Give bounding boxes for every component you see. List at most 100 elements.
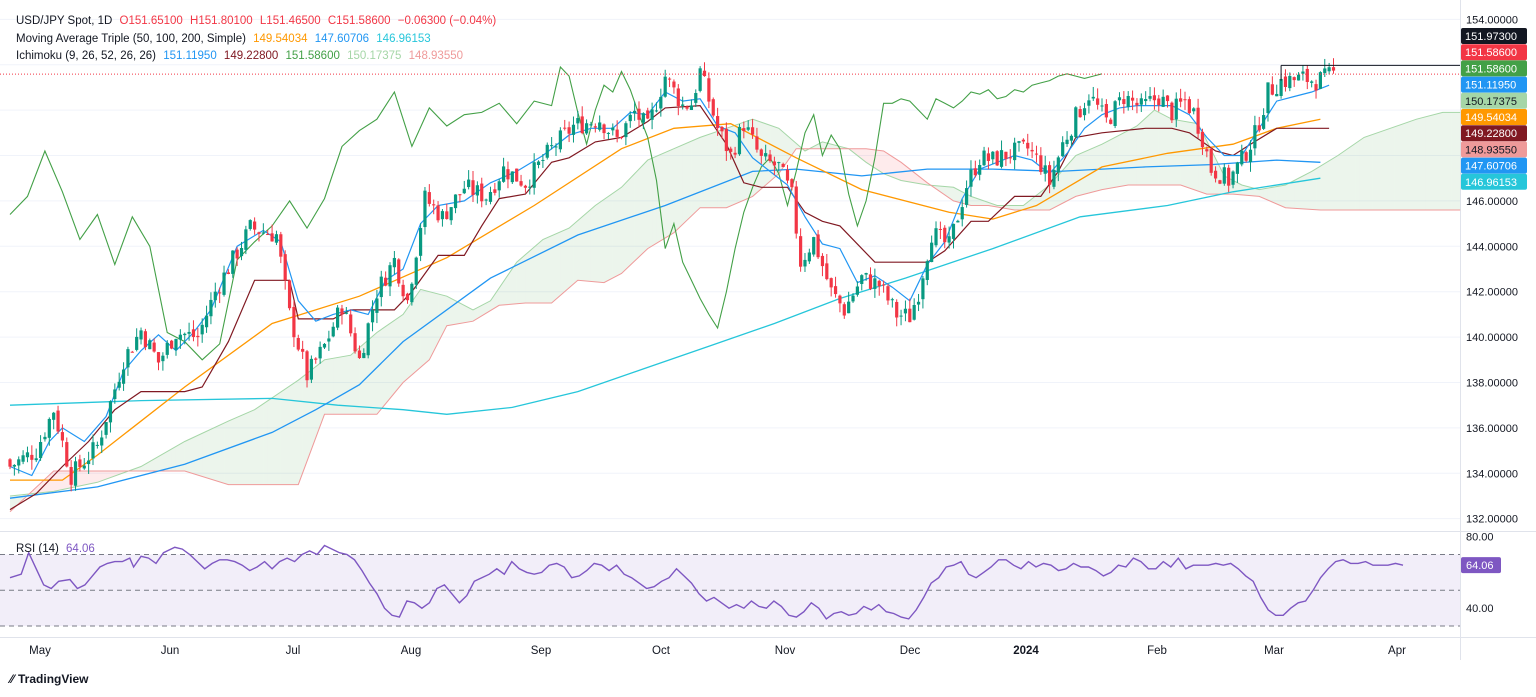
candle[interactable] — [73, 456, 78, 491]
candle[interactable] — [78, 454, 82, 472]
candle[interactable] — [375, 289, 379, 324]
candle[interactable] — [1227, 164, 1231, 193]
candle[interactable] — [598, 115, 602, 132]
candle[interactable] — [1130, 90, 1135, 111]
candle[interactable] — [536, 160, 541, 169]
candle[interactable] — [1026, 133, 1030, 156]
candle[interactable] — [331, 322, 335, 338]
candle[interactable] — [497, 178, 501, 198]
candle[interactable] — [126, 346, 130, 376]
candle[interactable] — [266, 230, 270, 236]
candle[interactable] — [847, 291, 851, 314]
price-tag[interactable]: 151.58600 — [1461, 60, 1527, 77]
candle[interactable] — [571, 116, 576, 143]
candle[interactable] — [257, 231, 261, 242]
candle[interactable] — [1161, 89, 1165, 108]
candle[interactable] — [1065, 131, 1069, 147]
candle[interactable] — [270, 224, 274, 242]
candle[interactable] — [100, 430, 104, 454]
candle[interactable] — [1117, 92, 1122, 106]
candle[interactable] — [309, 355, 313, 384]
candle[interactable] — [803, 253, 807, 272]
candle[interactable] — [1179, 88, 1183, 108]
tradingview-logo[interactable]: ⁄⁄ TradingView — [10, 672, 88, 686]
candle[interactable] — [1039, 147, 1043, 175]
ichimoku-legend[interactable]: Ichimoku (9, 26, 52, 26, 26) 151.11950 1… — [16, 50, 467, 62]
candle[interactable] — [746, 120, 750, 132]
candle[interactable] — [733, 146, 737, 159]
candle[interactable] — [1148, 87, 1152, 102]
candle[interactable] — [21, 450, 25, 465]
candle[interactable] — [121, 362, 126, 391]
price-tag[interactable]: 149.22800 — [1461, 125, 1527, 142]
candle[interactable] — [1091, 86, 1095, 102]
candle[interactable] — [650, 102, 654, 130]
candle[interactable] — [1074, 106, 1078, 139]
candle[interactable] — [1292, 76, 1296, 87]
candle[interactable] — [152, 338, 156, 353]
candle[interactable] — [462, 180, 466, 195]
candle[interactable] — [410, 282, 414, 306]
candle[interactable] — [292, 300, 296, 348]
candle[interactable] — [545, 142, 549, 160]
candle[interactable] — [1139, 93, 1143, 113]
candle[interactable] — [191, 320, 196, 342]
candle[interactable] — [480, 177, 484, 208]
candle[interactable] — [659, 88, 663, 117]
candle[interactable] — [558, 127, 562, 153]
candle[interactable] — [934, 221, 938, 248]
candle[interactable] — [113, 383, 117, 404]
candle[interactable] — [108, 400, 113, 433]
candle[interactable] — [366, 322, 370, 359]
candle[interactable] — [222, 265, 226, 297]
candle[interactable] — [1244, 150, 1248, 163]
candle[interactable] — [91, 434, 95, 466]
candle[interactable] — [515, 168, 519, 182]
candle[interactable] — [825, 254, 829, 281]
candle[interactable] — [724, 122, 728, 161]
candle[interactable] — [314, 357, 318, 364]
candle[interactable] — [34, 448, 38, 463]
candle[interactable] — [978, 159, 982, 181]
candle[interactable] — [1043, 155, 1047, 182]
candle[interactable] — [1310, 80, 1314, 88]
candle[interactable] — [235, 247, 239, 266]
candle[interactable] — [772, 156, 776, 176]
price-tag[interactable]: 149.54034 — [1461, 109, 1527, 125]
candle[interactable] — [1262, 108, 1266, 130]
candle[interactable] — [183, 332, 187, 345]
candle[interactable] — [716, 107, 720, 136]
candle[interactable] — [43, 432, 47, 442]
candle[interactable] — [877, 279, 881, 296]
candle[interactable] — [388, 262, 392, 297]
candle[interactable] — [1200, 128, 1205, 155]
candle[interactable] — [1078, 105, 1082, 118]
candle[interactable] — [139, 327, 143, 345]
candle[interactable] — [777, 161, 781, 172]
candle[interactable] — [493, 182, 497, 196]
candle[interactable] — [213, 282, 217, 308]
candle[interactable] — [449, 207, 453, 225]
candle[interactable] — [458, 194, 462, 203]
candle[interactable] — [1296, 72, 1301, 81]
candle[interactable] — [1314, 79, 1318, 99]
candle[interactable] — [628, 111, 632, 128]
candle[interactable] — [471, 170, 475, 203]
candle[interactable] — [117, 372, 121, 391]
candle[interactable] — [244, 225, 248, 255]
candle[interactable] — [1187, 96, 1191, 115]
candle[interactable] — [1275, 84, 1279, 97]
candle[interactable] — [1196, 98, 1200, 139]
candle[interactable] — [475, 181, 479, 204]
candle[interactable] — [305, 349, 309, 388]
candle[interactable] — [750, 119, 755, 139]
candle[interactable] — [930, 235, 934, 263]
candle[interactable] — [799, 228, 803, 272]
candle[interactable] — [720, 125, 724, 139]
rsi-legend[interactable]: RSI (14) 64.06 — [16, 543, 99, 555]
candle[interactable] — [794, 180, 798, 239]
candle[interactable] — [711, 97, 715, 118]
candle[interactable] — [506, 161, 510, 189]
candle[interactable] — [440, 209, 445, 227]
candle[interactable] — [816, 229, 820, 260]
